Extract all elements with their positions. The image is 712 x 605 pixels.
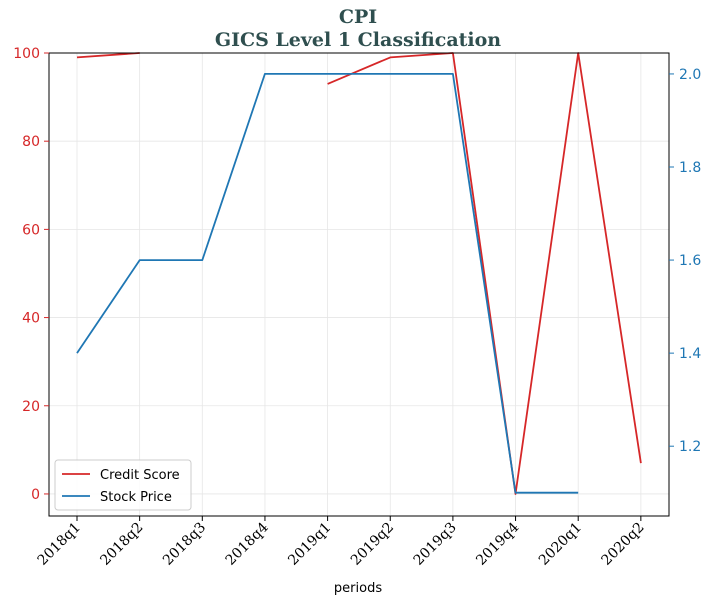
y-left-tick-label: 20 [22,399,40,415]
chart-subtitle: GICS Level 1 Classification [215,29,501,51]
legend-label-credit-score: Credit Score [100,468,180,483]
y-left-tick-label: 100 [13,46,40,62]
y-right-tick-label: 1.4 [679,346,701,362]
y-right-tick-label: 2.0 [679,67,701,83]
x-tick-label: 2020q1 [536,520,585,569]
x-tick-label: 2018q2 [97,520,146,569]
y-left-tick-label: 80 [22,134,40,150]
x-tick-label: 2020q2 [599,520,648,569]
x-tick-label: 2019q3 [411,520,460,569]
legend: Credit Score Stock Price [54,459,192,511]
x-tick-label: 2018q4 [223,519,272,568]
legend-label-stock-price: Stock Price [100,490,172,505]
legend-box [54,459,192,511]
y-right-tick-label: 1.8 [679,160,701,176]
y-left-tick-label: 0 [31,487,40,503]
plot-frame [48,52,670,517]
y-right-tick-label: 1.6 [679,253,701,269]
series-line-credit-score [76,52,642,495]
y-left-tick-label: 60 [22,222,40,238]
y-left-tick-label: 40 [22,311,40,327]
x-tick-label: 2018q3 [160,520,209,569]
x-tick-label: 2019q4 [473,519,522,568]
x-axis-label: periods [334,581,382,596]
x-tick-label: 2019q2 [348,520,397,569]
x-tick-label: 2018q1 [35,520,84,569]
series-line-stock-price [76,73,579,494]
plot-lines [76,52,642,495]
chart-title: CPI [339,6,377,28]
x-tick-label: 2019q1 [285,520,334,569]
grid [49,52,669,516]
y-right-tick-label: 1.2 [679,439,701,455]
